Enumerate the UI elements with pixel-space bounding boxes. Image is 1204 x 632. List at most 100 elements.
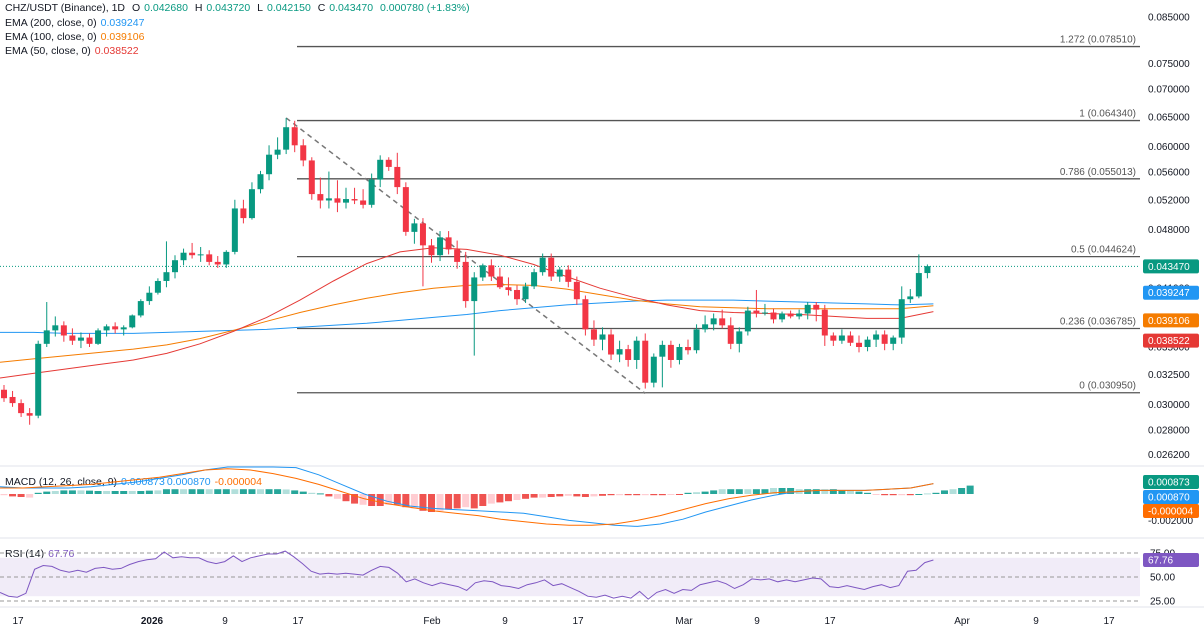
macd-hist-bar [607, 494, 615, 496]
low-value: 0.042150 [266, 2, 311, 14]
candle-body [154, 280, 161, 293]
macd-hist-bar [325, 494, 333, 497]
candle-body [35, 343, 42, 416]
candle-body [360, 200, 367, 205]
macd-hist-bar [522, 494, 530, 499]
candle-body [385, 159, 392, 167]
price-axis-tick-label: 0.032500 [1148, 370, 1190, 381]
x-axis-tick-label: 9 [502, 616, 508, 627]
candle-body [608, 334, 615, 355]
macd-hist-bar [214, 489, 222, 494]
macd-hist-bar [248, 489, 256, 494]
candle-body [223, 251, 230, 265]
x-axis-tick-label: Apr [954, 616, 970, 627]
macd-hist-bar [291, 490, 299, 494]
candle-body [266, 154, 273, 175]
candle-body [548, 257, 555, 277]
macd-hist-bar [599, 494, 606, 496]
candle-body [419, 223, 426, 246]
macd-hist-bar [735, 489, 743, 494]
macd-hist-bar [675, 494, 683, 495]
candle-body [873, 334, 880, 340]
x-axis-tick-label: Mar [675, 616, 693, 627]
macd-hist-bar [333, 494, 341, 499]
rsi-legend: RSI (14) 67.76 [5, 548, 78, 560]
macd-hist-bar [470, 494, 478, 509]
macd-hist-bar [359, 494, 367, 505]
ema100-value: 0.039106 [100, 31, 145, 43]
price-axis-tick-label: 0.030000 [1148, 400, 1190, 411]
macd-hist-bar [752, 489, 760, 494]
candle-body [411, 223, 418, 232]
price-axis-tick-label: 0.035000 [1148, 343, 1190, 354]
ema50-value: 0.038522 [94, 45, 139, 57]
candle-body [556, 269, 563, 277]
macd-hist-bar [34, 492, 42, 494]
x-axis-tick-label: Feb [423, 616, 441, 627]
candle-body [821, 309, 828, 336]
candle-body [813, 304, 820, 310]
macd-hist-bar [308, 492, 316, 494]
candle-body [505, 287, 512, 290]
candle-body [163, 272, 170, 281]
macd-hist-bar [624, 494, 632, 496]
candle-body [770, 312, 777, 320]
macd-hist-bar [864, 492, 872, 494]
change-value: 0.000780 (+1.83%) [380, 2, 470, 14]
macd-hist-bar [496, 494, 504, 503]
candle-body [257, 174, 264, 190]
candle-body [830, 335, 837, 341]
candle-body [599, 334, 606, 340]
candle-body [172, 260, 178, 273]
macd-hist-bar [188, 489, 196, 494]
macd-hist-bar [376, 494, 384, 506]
macd-hist-bar [197, 489, 205, 494]
close-value: 0.043470 [329, 2, 374, 14]
candle-body [317, 194, 324, 201]
last-price-tag: 0.043470 [1148, 262, 1190, 273]
candle-body [274, 149, 281, 155]
macd-hist-bar [761, 489, 769, 494]
macd-hist-bar [86, 490, 93, 494]
macd-hist-bar [68, 490, 76, 494]
price-axis-tick-label: 0.028000 [1148, 426, 1190, 437]
fib-level-label: 0.5 (0.044624) [1071, 245, 1136, 256]
last-price-tag-bg [1143, 259, 1199, 274]
ema50-line [0, 247, 934, 379]
ema100-tag: 0.039106 [1148, 316, 1190, 327]
candle-body [650, 356, 657, 383]
macd-hist-bar [257, 489, 264, 494]
candle-body [77, 337, 84, 341]
ema50-label: EMA (50, close, 0) [5, 45, 91, 57]
macd-hist-bar [43, 491, 51, 494]
price-axis-tick-label: 0.048000 [1148, 225, 1190, 236]
macd-hist-bar [428, 494, 435, 512]
rsi-tag: 67.76 [1148, 555, 1173, 566]
macd-hist-bar [513, 494, 521, 500]
high-value: 0.043720 [206, 2, 251, 14]
macd-hist-bar [342, 494, 350, 502]
candle-body [565, 269, 572, 282]
macd-hist-bar [727, 489, 735, 494]
macd-hist-bar [9, 494, 17, 497]
macd-hist-bar [128, 491, 136, 494]
macd-hist-bar [231, 489, 239, 494]
macd-hist-bar [829, 489, 837, 494]
candle-body [69, 335, 76, 341]
macd-tag: 0.000873 [1148, 478, 1190, 489]
x-axis-tick-label: 2026 [141, 616, 164, 627]
candle-body [394, 166, 401, 188]
candle-body [291, 127, 298, 146]
candle-body [616, 349, 623, 355]
macd-tag-bg [1143, 475, 1199, 489]
ema50-tag-bg [1143, 333, 1199, 348]
candle-body [351, 199, 358, 201]
symbol-label: CHZ/USDT (Binance), 1D [5, 2, 126, 14]
candle-body [514, 289, 520, 300]
macd-hist-bar [667, 494, 675, 495]
macd-hist-bar [487, 494, 495, 504]
candle-body [590, 329, 597, 340]
candle-body [796, 313, 803, 317]
macd-hist-bar [718, 489, 726, 494]
